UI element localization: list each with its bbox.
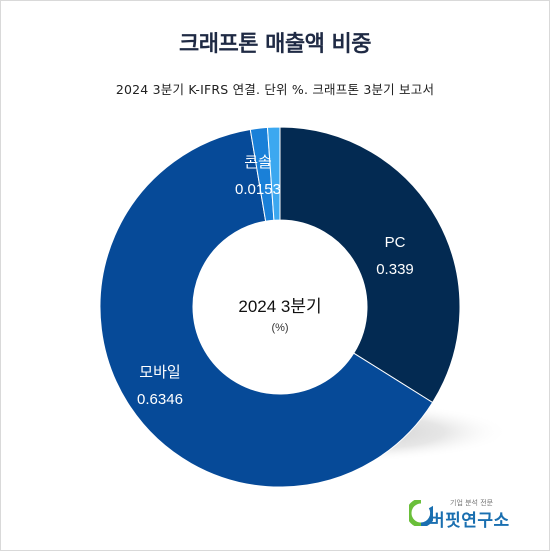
logo-name: 버핏연구소 <box>429 511 510 531</box>
slice-other <box>266 126 281 221</box>
slice-label-name: 모바일 <box>139 364 180 381</box>
slice-모바일 <box>99 128 434 488</box>
buffett-institute-logo: 기업 분석 전문 버핏연구소 <box>409 496 539 536</box>
chart-subtitle: 2024 3분기 K-IFRS 연결. 단위 %. 크래프톤 3분기 보고서 <box>115 82 435 97</box>
slice-label-value: 0.339 <box>376 261 414 278</box>
logo-tagline: 기업 분석 전문 <box>450 499 494 507</box>
slice-label-name: 콘솔 <box>244 154 272 171</box>
slice-PC <box>279 126 461 404</box>
logo-mark-icon <box>409 500 433 526</box>
slice-label-value: 0.6346 <box>137 391 183 408</box>
center-unit: (%) <box>271 322 288 334</box>
center-label: 2024 3분기 <box>238 297 321 316</box>
chart-title: 크래프톤 매출액 비중 <box>179 32 371 57</box>
slice-label-value: 0.0153 <box>235 181 281 198</box>
slice-label-name: PC <box>385 234 406 251</box>
